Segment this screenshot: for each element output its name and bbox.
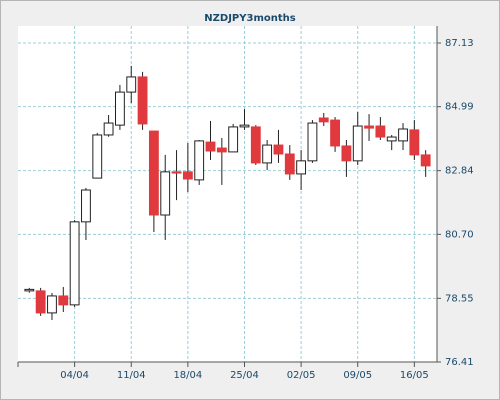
candle-body — [341, 145, 352, 162]
y-tick-label: 84.99 — [445, 102, 474, 113]
candle-body — [47, 295, 57, 314]
candle-body — [409, 129, 420, 156]
candle-body — [386, 136, 397, 142]
candle-body — [182, 171, 193, 180]
candle-body — [69, 221, 80, 306]
candle-body — [296, 160, 307, 175]
candle-body — [262, 144, 273, 164]
candle-body — [92, 134, 103, 179]
y-tick-label: 78.55 — [445, 293, 474, 304]
x-tick-label: 09/05 — [343, 370, 372, 381]
x-tick-label: 02/05 — [287, 370, 316, 381]
candle-body — [250, 126, 261, 164]
chart-title: NZDJPY3months — [204, 13, 295, 24]
candle-body — [148, 130, 159, 216]
candle-body — [81, 189, 91, 223]
x-tick-label: 18/04 — [173, 370, 202, 381]
candle-body — [307, 122, 318, 162]
candle-body — [115, 91, 125, 126]
candle-body — [330, 119, 340, 147]
y-tick-label: 82.84 — [445, 166, 474, 177]
plot-area — [18, 26, 437, 362]
candle-body — [35, 290, 46, 314]
candle-body — [58, 295, 69, 306]
candle-body — [126, 76, 137, 93]
candle-body — [375, 125, 386, 138]
x-tick-label: 11/04 — [117, 370, 146, 381]
candle-body — [103, 122, 114, 136]
candle-body — [398, 128, 408, 142]
y-tick-label: 80.70 — [445, 229, 474, 240]
candle-body — [137, 76, 148, 125]
candle-body — [239, 124, 250, 128]
candle-body — [352, 125, 363, 162]
candle-body — [420, 154, 431, 167]
candle-body — [284, 153, 295, 175]
candle-body — [273, 144, 284, 155]
candle-body — [205, 141, 216, 152]
candle-body — [24, 288, 35, 292]
candle-body — [228, 126, 239, 153]
x-tick-label: 25/04 — [230, 370, 259, 381]
x-tick-label: 04/04 — [60, 370, 89, 381]
candle-body — [216, 147, 227, 153]
candle-body — [171, 171, 182, 174]
x-tick-label: 16/05 — [400, 370, 429, 381]
candle-body — [364, 125, 374, 129]
candle-body — [318, 117, 329, 123]
y-tick-label: 87.13 — [445, 38, 474, 49]
y-tick-label: 76.41 — [445, 357, 474, 368]
candle-body — [194, 140, 205, 181]
candle-body — [160, 171, 171, 216]
